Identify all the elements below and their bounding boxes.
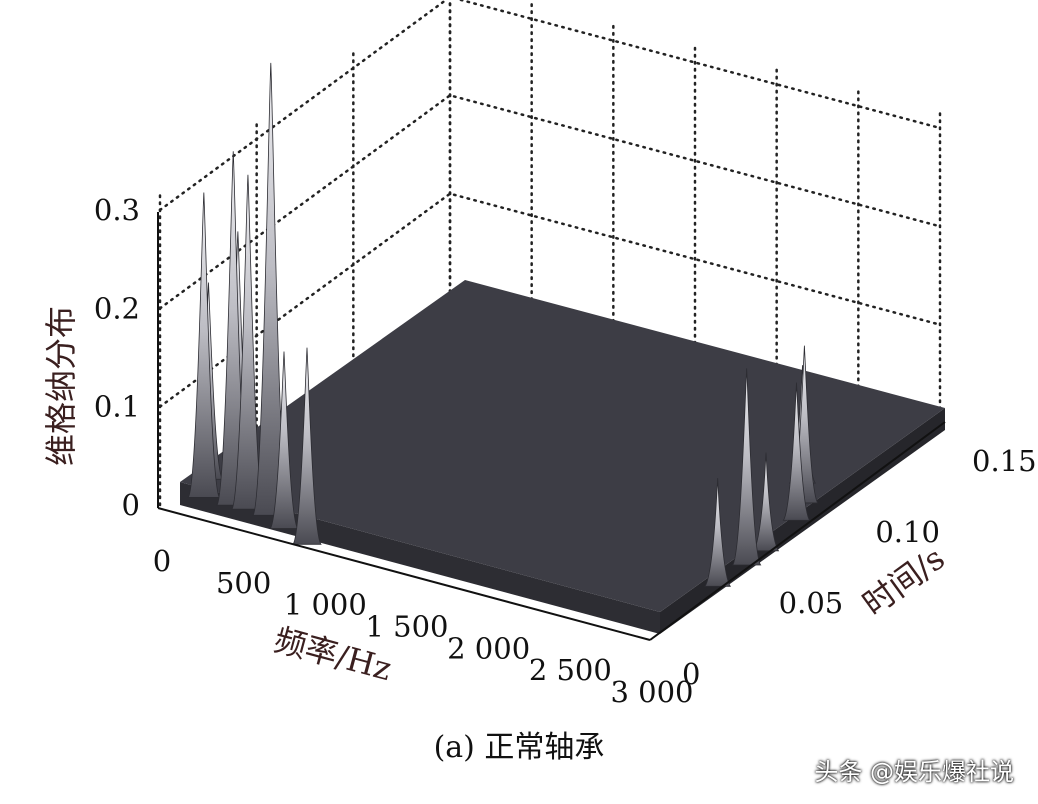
grid-z-3 bbox=[158, 0, 942, 212]
grid-z-2 bbox=[158, 93, 942, 310]
x-tick-label-6: 3 000 bbox=[610, 675, 693, 709]
figure-caption: (a) 正常轴承 bbox=[433, 730, 605, 765]
z-axis-label: 维格纳分布 bbox=[42, 306, 80, 466]
x-axis-line bbox=[157, 507, 651, 641]
x-tick-label-4: 2 000 bbox=[447, 631, 530, 665]
x-tick-label-2: 1 000 bbox=[284, 588, 367, 622]
peak-11 bbox=[752, 452, 780, 552]
peak-12 bbox=[731, 368, 762, 566]
peaks bbox=[187, 62, 819, 587]
x-tick-label-0: 0 bbox=[153, 544, 171, 578]
x-tick-label-5: 2 500 bbox=[529, 653, 612, 687]
surface-right-face bbox=[660, 408, 945, 634]
x-tick-label-1: 500 bbox=[216, 566, 271, 600]
t-tick-label-0: 0 bbox=[682, 657, 700, 691]
z-tick-label-0: 0 bbox=[122, 488, 140, 522]
z-tick-label-1: 0.1 bbox=[94, 390, 140, 424]
peak-13 bbox=[704, 478, 732, 587]
grid-lines bbox=[158, 0, 942, 507]
surface-base bbox=[180, 280, 945, 634]
t-tick-label-2: 0.10 bbox=[875, 515, 940, 549]
peak-10 bbox=[782, 382, 811, 521]
z-tick-label-2: 0.2 bbox=[94, 291, 140, 325]
peak-4 bbox=[231, 174, 265, 510]
t-axis-label: 时间/s bbox=[855, 539, 951, 623]
z-tick-label-3: 0.3 bbox=[94, 193, 140, 227]
peak-6 bbox=[269, 351, 299, 529]
axes bbox=[157, 212, 946, 641]
peak-7 bbox=[292, 347, 322, 545]
surface-top bbox=[180, 280, 945, 612]
watermark: 头条 @娱乐爆社说 bbox=[814, 758, 1014, 786]
x-tick-label-3: 1 500 bbox=[365, 610, 448, 644]
t-tick-label-3: 0.15 bbox=[972, 444, 1037, 478]
t-axis-line bbox=[649, 421, 946, 641]
t-tick-label-1: 0.05 bbox=[779, 586, 844, 620]
peak-1 bbox=[187, 192, 221, 498]
